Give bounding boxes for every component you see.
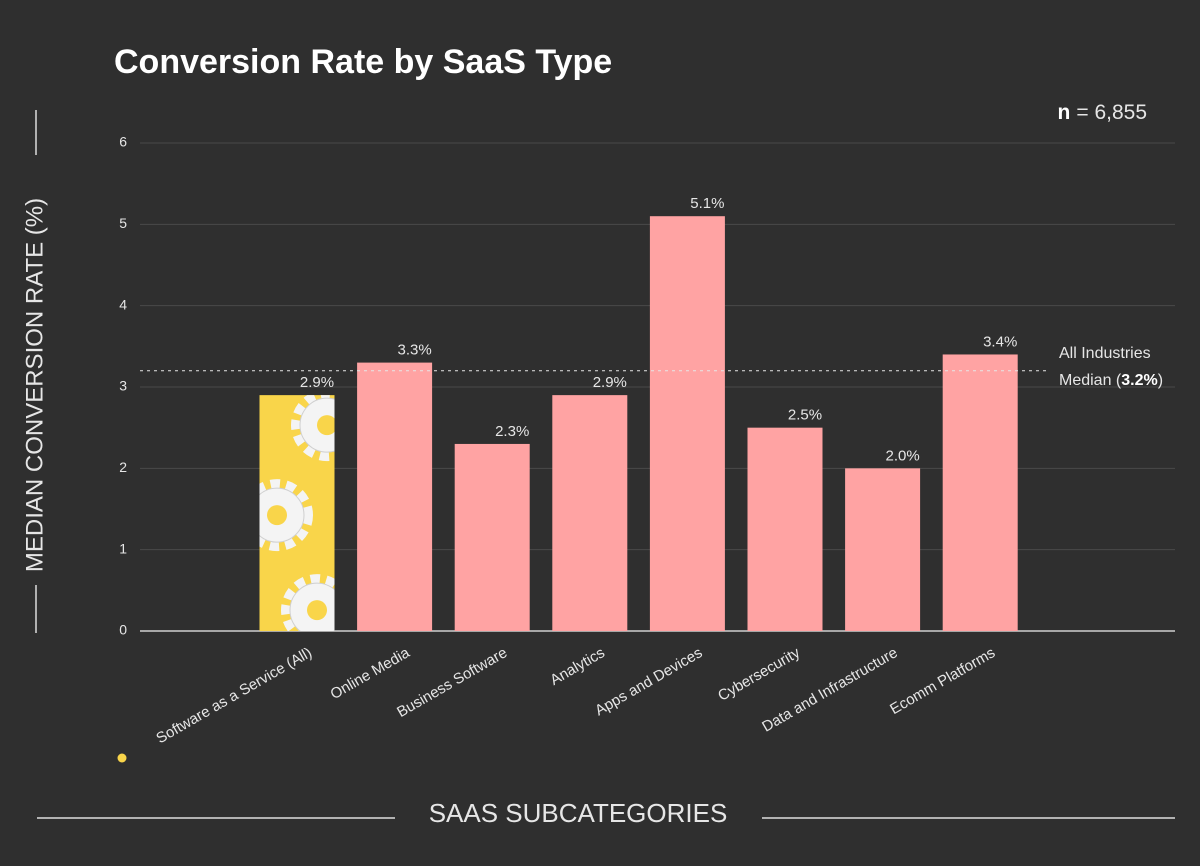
value-label: 2.9% bbox=[593, 374, 627, 391]
n-text: = 6,855 bbox=[1076, 101, 1147, 124]
bar bbox=[942, 354, 1018, 631]
bar bbox=[747, 427, 823, 631]
bar bbox=[454, 443, 530, 631]
y-tick-label: 6 bbox=[119, 134, 127, 150]
gear-teeth bbox=[259, 479, 313, 552]
median-label: Median (3.2%) bbox=[1059, 372, 1163, 389]
median-label: All Industries bbox=[1059, 345, 1151, 362]
y-tick-label: 3 bbox=[119, 378, 127, 394]
y-tick-label: 0 bbox=[119, 622, 127, 638]
y-tick-label: 5 bbox=[119, 215, 127, 231]
value-label: 2.0% bbox=[885, 447, 919, 464]
value-label: 2.5% bbox=[788, 407, 822, 424]
x-axis-label: SAAS SUBCATEGORIES bbox=[429, 798, 728, 828]
legend-dot bbox=[117, 753, 127, 763]
median-prefix: Median ( bbox=[1059, 372, 1122, 389]
bar bbox=[649, 216, 725, 631]
gear-hole bbox=[317, 415, 335, 436]
y-axis-label: MEDIAN CONVERSION RATE (%) bbox=[21, 198, 48, 572]
value-label: 2.3% bbox=[495, 423, 529, 440]
value-label: 5.1% bbox=[690, 195, 724, 212]
gear-hole bbox=[267, 505, 287, 526]
gear-teeth bbox=[281, 574, 335, 631]
gear-teeth bbox=[291, 395, 335, 462]
y-tick-label: 2 bbox=[119, 459, 127, 475]
y-tick-label: 4 bbox=[119, 296, 127, 312]
value-label: 3.4% bbox=[983, 333, 1017, 350]
value-label: 3.3% bbox=[397, 342, 431, 359]
n-label: n bbox=[1058, 101, 1071, 124]
value-label: 2.9% bbox=[300, 374, 334, 391]
bar bbox=[357, 362, 433, 631]
gear-pattern bbox=[259, 395, 335, 631]
sample-size: n = 6,855 bbox=[1058, 101, 1147, 124]
median-suffix: ) bbox=[1158, 372, 1163, 389]
y-tick-label: 1 bbox=[119, 540, 127, 556]
chart-title: Conversion Rate by SaaS Type bbox=[114, 43, 612, 81]
bar bbox=[845, 468, 921, 631]
gear-hole bbox=[307, 600, 327, 621]
bar bbox=[552, 395, 628, 631]
median-value: 3.2% bbox=[1121, 372, 1157, 389]
